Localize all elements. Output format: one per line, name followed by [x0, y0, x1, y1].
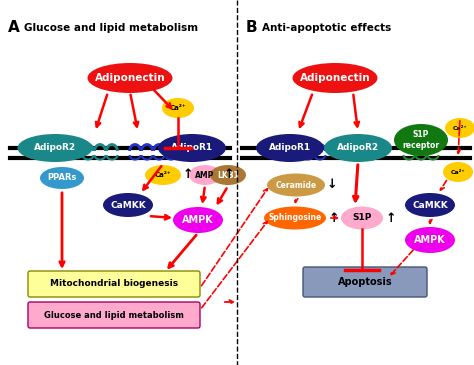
FancyBboxPatch shape	[28, 302, 200, 328]
Text: Apoptosis: Apoptosis	[337, 277, 392, 287]
Text: B: B	[246, 20, 258, 35]
Ellipse shape	[40, 167, 84, 189]
Text: AdipoR1: AdipoR1	[269, 143, 311, 153]
Ellipse shape	[267, 173, 325, 196]
Ellipse shape	[264, 207, 326, 230]
Ellipse shape	[443, 162, 473, 182]
Text: AMP: AMP	[195, 170, 215, 180]
Text: Mitochondrial biogenesis: Mitochondrial biogenesis	[50, 280, 178, 288]
Text: AMPK: AMPK	[414, 235, 446, 245]
Ellipse shape	[256, 134, 324, 162]
Ellipse shape	[405, 193, 455, 217]
Text: ↓: ↓	[327, 178, 337, 192]
Ellipse shape	[210, 165, 246, 185]
Text: Ca²⁺: Ca²⁺	[170, 105, 186, 111]
Ellipse shape	[162, 98, 194, 118]
Ellipse shape	[18, 134, 92, 162]
Ellipse shape	[173, 207, 223, 233]
Ellipse shape	[189, 165, 221, 185]
Text: Adiponectin: Adiponectin	[300, 73, 370, 83]
FancyBboxPatch shape	[303, 267, 427, 297]
Text: Ca²⁺: Ca²⁺	[451, 169, 465, 174]
Text: S1P
receptor: S1P receptor	[402, 130, 439, 150]
Ellipse shape	[394, 124, 448, 156]
Ellipse shape	[445, 118, 474, 138]
Ellipse shape	[292, 63, 377, 93]
Text: CaMKK: CaMKK	[110, 200, 146, 210]
Text: Ca²⁺: Ca²⁺	[453, 126, 467, 131]
Text: ↑: ↑	[183, 169, 193, 181]
Text: CaMKK: CaMKK	[412, 200, 448, 210]
Text: AMPK: AMPK	[182, 215, 214, 225]
Text: Ceramide: Ceramide	[275, 181, 317, 189]
Ellipse shape	[88, 63, 173, 93]
Ellipse shape	[341, 207, 383, 230]
Text: ↑: ↑	[224, 169, 235, 181]
Text: Ca²⁺: Ca²⁺	[155, 172, 171, 178]
Ellipse shape	[103, 193, 153, 217]
Ellipse shape	[145, 165, 181, 185]
Ellipse shape	[405, 227, 455, 253]
Text: Glucose and lipid metabolism: Glucose and lipid metabolism	[24, 23, 198, 33]
Text: ↑: ↑	[329, 211, 339, 224]
Text: AdipoR2: AdipoR2	[34, 143, 76, 153]
Ellipse shape	[324, 134, 392, 162]
Text: Anti-apoptotic effects: Anti-apoptotic effects	[262, 23, 391, 33]
Text: ↑: ↑	[386, 211, 396, 224]
Ellipse shape	[158, 134, 226, 162]
Text: Adiponectin: Adiponectin	[95, 73, 165, 83]
Text: LKB1: LKB1	[217, 170, 239, 180]
Text: Glucose and lipid metabolism: Glucose and lipid metabolism	[44, 311, 184, 319]
FancyBboxPatch shape	[28, 271, 200, 297]
Text: PPARs: PPARs	[47, 173, 77, 182]
Text: A: A	[8, 20, 20, 35]
Text: Sphingosine: Sphingosine	[268, 214, 322, 223]
Text: AdipoR2: AdipoR2	[337, 143, 379, 153]
Text: AdipoR1: AdipoR1	[171, 143, 213, 153]
Text: S1P: S1P	[352, 214, 372, 223]
